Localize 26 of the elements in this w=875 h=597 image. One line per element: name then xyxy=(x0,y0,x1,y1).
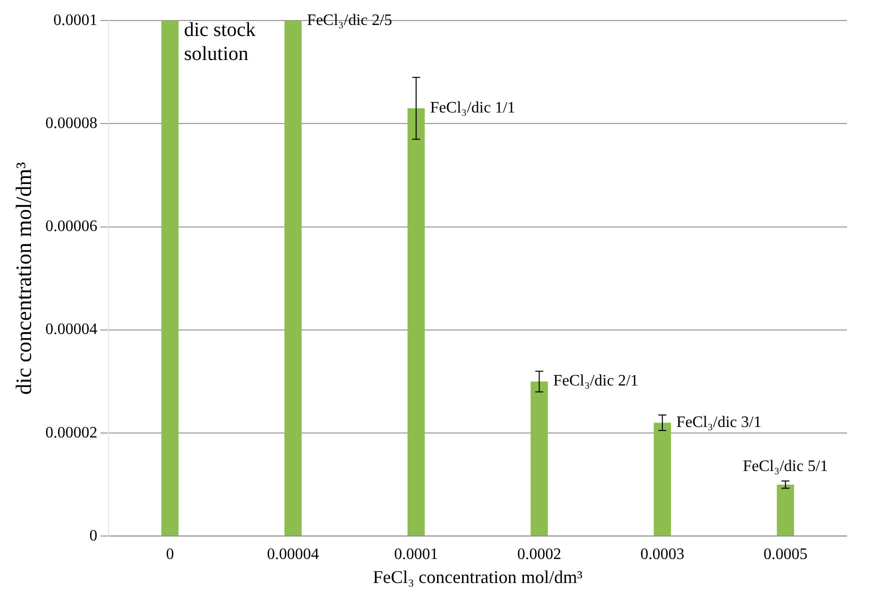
bar xyxy=(776,484,794,536)
y-tick-label: 0 xyxy=(89,527,98,544)
y-tick-label: 0.0001 xyxy=(53,12,98,29)
bar xyxy=(408,108,425,536)
x-tick-label: 0.0005 xyxy=(763,546,808,564)
annotation: FeCl₃/dic 1/1 xyxy=(430,99,516,116)
annotation: FeCl₃/dic 5/1 xyxy=(742,458,828,476)
x-axis-title: FeCl₃ concentration mol/dm³ xyxy=(372,566,584,587)
annotation: FeCl₃/dic 2/1 xyxy=(553,372,638,390)
y-tick-label: 0.00006 xyxy=(45,218,98,236)
x-tick-label: 0 xyxy=(166,546,174,564)
x-tick-label: 0.0002 xyxy=(517,546,562,564)
x-tick-label: 0.00004 xyxy=(267,546,320,564)
bar xyxy=(161,20,179,536)
bar xyxy=(284,20,302,536)
y-tick-label: 0.00004 xyxy=(45,321,98,338)
y-tick-label: 0.00008 xyxy=(45,114,98,132)
bar xyxy=(654,422,671,536)
y-axis-title: dic concentration mol/dm³ xyxy=(10,162,36,395)
bar xyxy=(530,382,548,536)
y-tick-label: 0.00002 xyxy=(45,424,98,442)
x-tick-label: 0.0001 xyxy=(394,546,438,564)
annotation: dic stock solution xyxy=(184,18,256,65)
annotation: FeCl₃/dic 2/5 xyxy=(307,12,392,29)
x-tick-label: 0.0003 xyxy=(640,546,684,564)
annotation: FeCl₃/dic 3/1 xyxy=(676,414,762,431)
